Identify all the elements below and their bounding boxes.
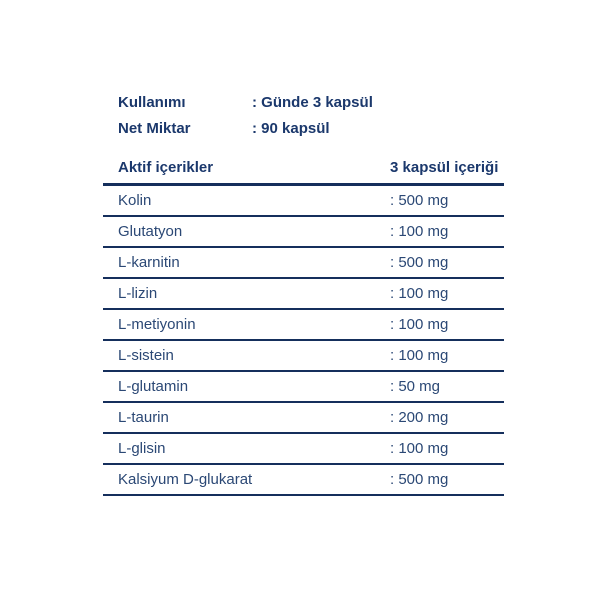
- table-row: L-karnitin : 500 mg: [103, 248, 504, 279]
- ingredient-name: Glutatyon: [118, 223, 183, 240]
- table-row: Glutatyon : 100 mg: [103, 217, 504, 248]
- ingredient-name: L-glisin: [118, 440, 166, 457]
- ingredient-amount: : 100 mg: [390, 440, 449, 457]
- ingredient-name: Kalsiyum D-glukarat: [118, 471, 253, 488]
- table-row: Kolin : 500 mg: [103, 186, 504, 217]
- ingredient-amount: : 500 mg: [390, 471, 449, 488]
- table-row: L-taurin : 200 mg: [103, 403, 504, 434]
- ingredient-name: L-sistein: [118, 347, 174, 364]
- ingredient-amount: : 500 mg: [390, 192, 449, 209]
- ingredient-amount: : 100 mg: [390, 316, 449, 333]
- ingredient-name: L-taurin: [118, 409, 169, 426]
- ingredient-amount: : 100 mg: [390, 285, 449, 302]
- table-row: Kalsiyum D-glukarat : 500 mg: [103, 465, 504, 496]
- ingredient-amount: : 100 mg: [390, 347, 449, 364]
- table-row: L-lizin : 100 mg: [103, 279, 504, 310]
- ingredient-amount: : 200 mg: [390, 409, 449, 426]
- header-per-3-capsules: 3 kapsül içeriği: [390, 159, 499, 176]
- ingredient-amount: : 50 mg: [390, 378, 441, 395]
- ingredient-amount: : 100 mg: [390, 223, 449, 240]
- ingredient-name: L-lizin: [118, 285, 158, 302]
- usage-label: Kullanımı: [118, 94, 186, 111]
- net-amount-row: Net Miktar : 90 kapsül: [118, 121, 504, 137]
- ingredient-amount: : 500 mg: [390, 254, 449, 271]
- header-active-ingredients: Aktif içerikler: [118, 159, 214, 176]
- net-amount-label: Net Miktar: [118, 120, 191, 137]
- table-row: L-glisin : 100 mg: [103, 434, 504, 465]
- net-amount-value: : 90 kapsül: [252, 120, 330, 137]
- ingredient-name: L-metiyonin: [118, 316, 196, 333]
- table-row: L-glutamin : 50 mg: [103, 372, 504, 403]
- ingredients-table: Aktif içerikler 3 kapsül içeriği Kolin :…: [103, 147, 504, 496]
- ingredients-table-header: Aktif içerikler 3 kapsül içeriği: [103, 147, 504, 186]
- table-row: L-sistein : 100 mg: [103, 341, 504, 372]
- usage-row: Kullanımı : Günde 3 kapsül: [118, 95, 504, 111]
- ingredient-name: Kolin: [118, 192, 152, 209]
- usage-value: : Günde 3 kapsül: [252, 94, 373, 111]
- supplement-facts-panel: Kullanımı : Günde 3 kapsül Net Miktar : …: [103, 95, 504, 496]
- table-row: L-metiyonin : 100 mg: [103, 310, 504, 341]
- ingredient-name: L-karnitin: [118, 254, 180, 271]
- ingredient-name: L-glutamin: [118, 378, 189, 395]
- usage-info-block: Kullanımı : Günde 3 kapsül Net Miktar : …: [118, 95, 504, 137]
